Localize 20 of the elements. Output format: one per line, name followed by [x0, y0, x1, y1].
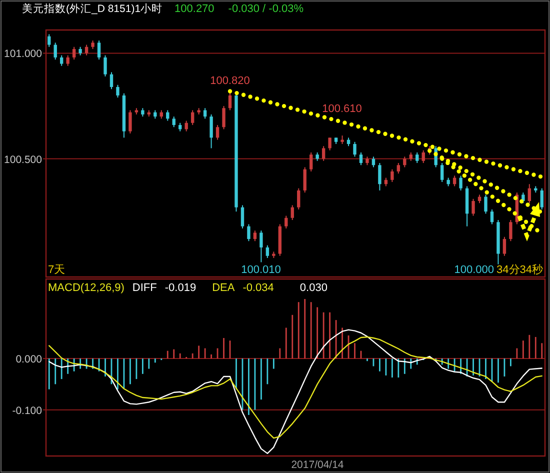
chart-title: 美元指数(外汇_D 8151)1小时: [22, 2, 163, 15]
y-tick-label: 100.500: [4, 154, 42, 166]
chart-subtitle: 100.270: [174, 3, 214, 15]
annotation: 34分34秒: [496, 264, 543, 276]
chart-title: MACD(12,26,9): [48, 282, 124, 294]
text: DIFF: [132, 282, 158, 294]
annotation: 0.030: [300, 282, 328, 294]
annotation: -0.019: [164, 282, 196, 294]
annotation: 7天: [48, 264, 66, 276]
annotation: -0.034: [242, 282, 274, 294]
annotation: 100.010: [241, 264, 281, 276]
text: DEA: [212, 282, 236, 294]
annotation: 100.610: [322, 103, 362, 115]
annotation: 100.000: [454, 264, 494, 276]
y-tick-label: 0.000: [16, 354, 42, 366]
y-tick-label: -0.100: [12, 404, 42, 417]
y-tick-label: 101.000: [4, 48, 42, 60]
annotation: 100.820: [210, 75, 250, 87]
text: -0.030 / -0.03%: [228, 3, 304, 15]
text: 2017/04/14: [291, 459, 344, 471]
